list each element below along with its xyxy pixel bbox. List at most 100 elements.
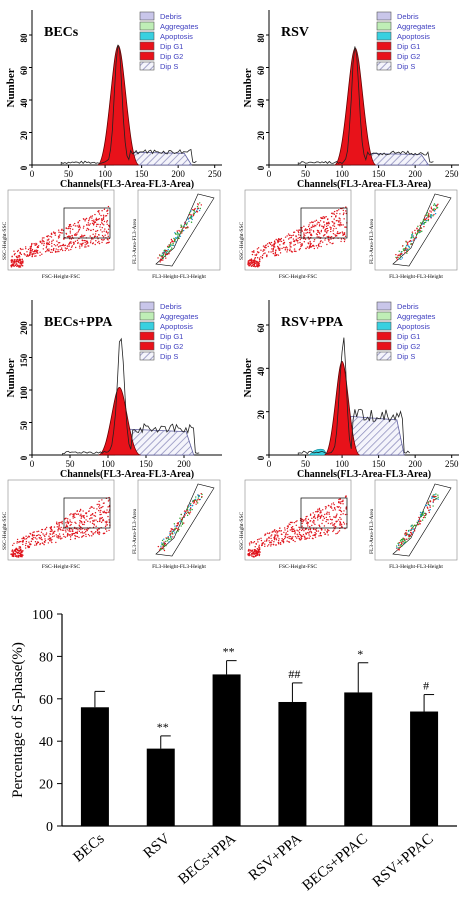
scatter-point: [108, 529, 110, 532]
scatter-point: [305, 532, 307, 534]
scatter-point: [86, 529, 88, 532]
scatter-point: [432, 501, 435, 503]
scatter-point: [85, 217, 88, 220]
scatter-point: [305, 515, 307, 518]
scatter-point: [41, 528, 44, 531]
scatter-point: [315, 530, 318, 532]
scatter-point: [273, 541, 275, 543]
scatter-point: [179, 517, 181, 519]
scatter-point: [322, 216, 325, 218]
scatter-point: [326, 236, 328, 238]
scatter-point: [165, 257, 167, 259]
scatter-point: [93, 523, 95, 525]
scatter-x-label: FSC-Height-FSC: [279, 564, 318, 570]
scatter-point: [306, 246, 309, 248]
scatter-point: [42, 533, 44, 535]
scatter-point: [58, 526, 60, 528]
scatter-point: [333, 225, 336, 227]
scatter-point: [334, 526, 337, 528]
scatter-point: [406, 538, 408, 540]
scatter-point: [41, 242, 43, 245]
scatter-point: [402, 537, 404, 540]
scatter-point: [85, 533, 87, 536]
scatter-point: [335, 516, 337, 519]
scatter-point: [46, 248, 49, 251]
scatter-point: [51, 240, 53, 243]
scatter-point: [275, 249, 277, 251]
scatter-point: [98, 503, 100, 506]
scatter-point: [253, 263, 256, 265]
scatter-point: [299, 229, 301, 231]
scatter-point: [168, 541, 170, 543]
scatter-point: [72, 530, 74, 533]
scatter-point: [70, 248, 72, 251]
legend-swatch: [139, 301, 155, 311]
scatter-point: [187, 505, 189, 507]
histogram-outline: [60, 44, 197, 165]
scatter-point: [81, 242, 83, 245]
scatter-point: [260, 256, 262, 258]
scatter-point: [424, 218, 427, 221]
scatter-point: [274, 251, 277, 254]
scatter-point: [273, 530, 276, 532]
scatter-point: [68, 530, 70, 532]
scatter-point: [264, 246, 266, 249]
scatter-point: [307, 518, 310, 521]
scatter-point: [159, 254, 161, 257]
y-tick-label: 100: [19, 386, 29, 400]
scatter-point: [284, 249, 287, 251]
legend-label: Dip G2: [160, 342, 183, 351]
scatter-point: [285, 533, 287, 535]
scatter-point: [338, 502, 340, 504]
scatter-point: [167, 246, 169, 249]
scatter-point: [106, 520, 108, 523]
scatter-point: [181, 232, 183, 234]
scatter-point: [166, 540, 169, 542]
scatter-point: [165, 252, 168, 254]
scatter-point: [15, 548, 17, 551]
scatter-point: [313, 225, 315, 228]
scatter-point: [339, 220, 341, 222]
scatter-point: [181, 522, 184, 524]
scatter-point: [332, 212, 334, 214]
scatter-point: [289, 244, 291, 246]
scatter-point: [94, 213, 96, 216]
scatter-point: [406, 248, 408, 250]
scatter-point: [279, 240, 281, 242]
scatter-point: [98, 242, 101, 245]
scatter-point: [258, 538, 260, 540]
scatter-point: [258, 544, 260, 547]
scatter-point: [278, 249, 281, 251]
scatter-point: [70, 528, 72, 530]
gate-polygon: [155, 483, 215, 557]
scatter-point: [183, 515, 185, 518]
scatter-point: [107, 233, 109, 235]
scatter-point: [12, 551, 15, 553]
scatter-point: [45, 532, 48, 534]
scatter-point: [270, 251, 272, 253]
scatter-point: [328, 505, 330, 507]
scatter-point: [45, 528, 47, 530]
scatter-point: [334, 234, 336, 236]
scatter-point: [85, 519, 87, 521]
scatter-point: [249, 263, 252, 266]
scatter-point: [104, 234, 106, 236]
scatter-point: [319, 220, 322, 222]
scatter-point: [179, 521, 181, 523]
scatter-point: [312, 221, 314, 223]
scatter-point: [83, 234, 86, 237]
scatter-point: [44, 535, 46, 538]
scatter-point: [327, 218, 329, 220]
scatter-point: [18, 265, 21, 268]
scatter-point: [339, 222, 342, 224]
scatter-point: [319, 534, 322, 537]
scatter-point: [68, 245, 70, 247]
scatter-point: [339, 516, 341, 519]
scatter-point: [103, 220, 106, 223]
scatter-point: [303, 241, 306, 243]
scatter-point: [428, 212, 430, 215]
scatter-point: [312, 519, 315, 522]
scatter-point: [407, 245, 410, 247]
scatter-point: [96, 508, 98, 510]
scatter-point: [106, 220, 109, 222]
